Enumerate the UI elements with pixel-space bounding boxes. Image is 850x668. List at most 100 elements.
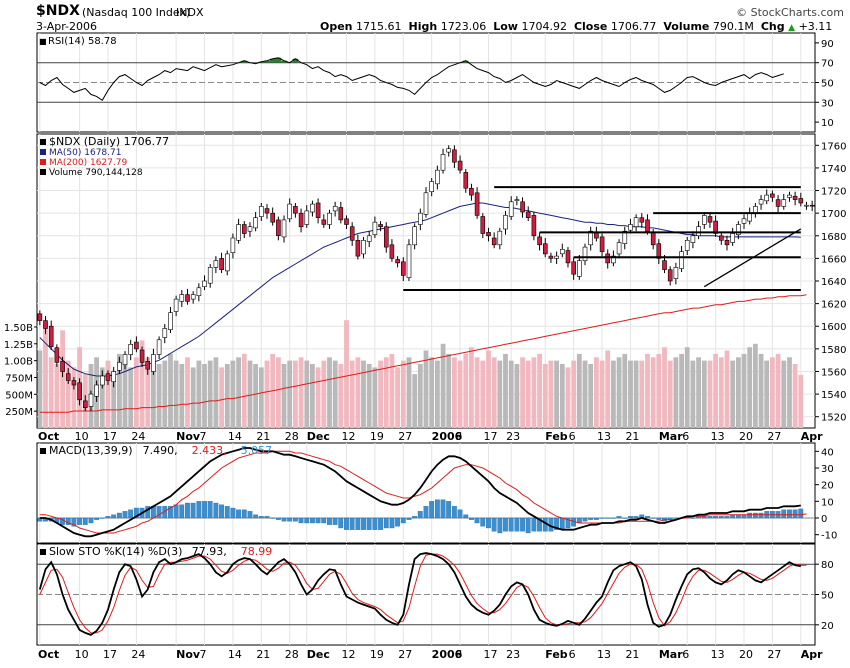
macd-histogram-bar xyxy=(298,517,304,524)
volume-bar xyxy=(99,367,105,428)
volume-bar xyxy=(662,347,667,428)
macd-histogram-bar xyxy=(275,517,281,520)
macd-histogram-bar xyxy=(537,517,542,532)
candle-body xyxy=(105,373,111,381)
volume-bar xyxy=(628,360,633,428)
volume-bar xyxy=(395,367,400,428)
volume-bar xyxy=(139,340,145,428)
volume-tick-label: 1.00B xyxy=(4,357,33,368)
macd-histogram-bar xyxy=(168,506,173,519)
volume-bar xyxy=(281,364,287,428)
candle-body xyxy=(168,312,173,331)
x-axis-label: 20 xyxy=(739,430,753,443)
volume-bar xyxy=(741,353,747,428)
macd-histogram-bar xyxy=(747,512,753,519)
macd-histogram-bar xyxy=(752,512,758,519)
volume-bar xyxy=(474,357,480,428)
candle-body xyxy=(134,341,139,350)
x-axis-label: Apr xyxy=(801,430,823,443)
macd-histogram-bar xyxy=(469,517,474,520)
volume-bar xyxy=(122,360,128,428)
macd-histogram-bar xyxy=(758,512,764,519)
volume-bar xyxy=(491,357,497,428)
candle-body xyxy=(730,233,736,243)
volume-bar xyxy=(548,360,554,428)
macd-histogram-bar xyxy=(554,517,559,530)
candle-body xyxy=(707,216,713,223)
y-tick-label: 1600 xyxy=(821,322,846,333)
candle-body xyxy=(480,216,486,234)
volume-bar xyxy=(219,367,224,428)
ma200-line xyxy=(39,294,807,413)
volume-bar xyxy=(531,357,537,428)
volume-bar xyxy=(701,360,707,428)
candle-body xyxy=(718,235,724,241)
candle-body xyxy=(247,226,253,232)
macd-histogram-bar xyxy=(412,516,418,519)
volume-bar xyxy=(616,357,622,428)
volume-bar xyxy=(287,360,293,428)
x-axis-label: 28 xyxy=(285,648,299,661)
volume-bar xyxy=(298,357,304,428)
macd-histogram-bar xyxy=(787,509,792,519)
volume-bar xyxy=(71,367,77,428)
x-axis-label: Oct xyxy=(38,648,59,661)
x-axis-label: 10 xyxy=(75,430,89,443)
candle-body xyxy=(298,212,304,228)
volume-bar xyxy=(667,360,673,428)
candle-body xyxy=(156,339,162,355)
candle-body xyxy=(684,240,690,251)
candle-body xyxy=(781,199,787,207)
volume-bar xyxy=(684,347,690,428)
candle-body xyxy=(162,328,168,338)
candle-body xyxy=(207,267,213,284)
volume-bar xyxy=(514,364,520,428)
candle-body xyxy=(576,260,582,277)
macd-histogram-bar xyxy=(344,517,349,530)
volume-bar xyxy=(718,357,724,428)
macd-histogram-bar xyxy=(190,502,196,519)
candle-body xyxy=(446,148,452,153)
macd-frame xyxy=(36,442,816,544)
x-axis-label: 19 xyxy=(370,430,384,443)
macd-histogram-bar xyxy=(145,506,151,519)
rsi-legend: RSI(14) 58.78 xyxy=(48,36,117,47)
macd-legend-value: 5.057 xyxy=(241,444,273,457)
volume-bar xyxy=(355,357,361,428)
macd-histogram-bar xyxy=(446,501,452,519)
candle-body xyxy=(48,325,54,347)
candle-body xyxy=(151,354,156,372)
macd-histogram-bar xyxy=(82,517,88,525)
candle-body xyxy=(219,258,224,270)
candle-body xyxy=(758,199,764,205)
x-axis-label: 21 xyxy=(625,648,639,661)
candle-body xyxy=(332,206,338,212)
rsi-legend-icon: ■ xyxy=(39,37,47,46)
macd-histogram-bar xyxy=(207,501,213,519)
price-legend-icon xyxy=(40,169,46,175)
candle-body xyxy=(497,230,503,246)
candle-body xyxy=(349,226,355,241)
macd-histogram-bar xyxy=(423,506,429,519)
volume-bar xyxy=(713,353,718,428)
volume-bar xyxy=(224,364,230,428)
high-label: High xyxy=(408,20,438,33)
volume-bar xyxy=(417,364,423,428)
candle-body xyxy=(321,219,327,225)
x-axis-label: 13 xyxy=(711,648,725,661)
candle-body xyxy=(264,208,270,214)
candle-body xyxy=(213,260,219,268)
y-tick-label: 50 xyxy=(821,79,834,90)
candle-body xyxy=(798,198,804,204)
macd-histogram-bar xyxy=(690,517,696,519)
volume-bar xyxy=(338,364,344,428)
candle-body xyxy=(645,219,650,232)
candle-body xyxy=(747,212,753,222)
chg-label: Chg xyxy=(760,20,785,33)
macd-histogram-bar xyxy=(281,517,287,522)
candle-body xyxy=(366,235,372,242)
volume-bar xyxy=(724,350,730,428)
candle-body xyxy=(463,172,469,189)
volume-bar xyxy=(508,360,514,428)
